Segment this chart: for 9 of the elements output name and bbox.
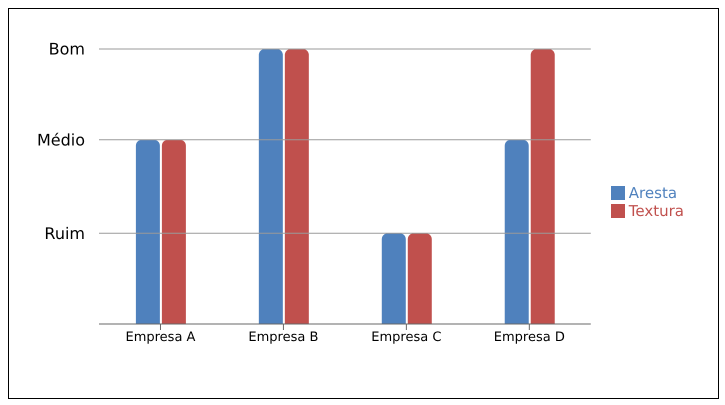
x-tick-label: Empresa B (248, 330, 318, 346)
ref-line-label: Bom (48, 40, 85, 59)
x-tick-label: Empresa C (371, 330, 442, 346)
legend-label: Aresta (628, 184, 678, 202)
x-tick-label: Empresa A (126, 330, 196, 346)
x-tick-label: Empresa D (494, 330, 565, 346)
legend-label: Textura (628, 202, 684, 220)
ref-line-label: Médio (36, 130, 85, 150)
ref-line-label: Ruim (44, 224, 85, 243)
